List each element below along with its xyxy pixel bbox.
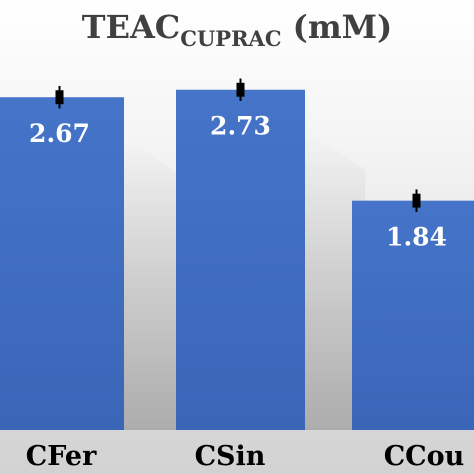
- category-labels: CFer CSin CCou: [26, 441, 465, 472]
- error-bars: [55, 78, 421, 212]
- error-bar-ccou: [412, 189, 421, 212]
- category-label-ccou: CCou: [384, 441, 465, 472]
- chart-title-subscript: CUPRAC: [180, 26, 282, 51]
- category-label-csin: CSin: [195, 441, 266, 472]
- category-label-cfer: CFer: [26, 441, 97, 472]
- data-label-cfer: 2.67: [29, 119, 90, 148]
- bar-shadow-cfer: [124, 137, 184, 430]
- error-bar-cfer: [55, 86, 64, 109]
- data-labels: 2.67 2.73 1.84: [29, 112, 447, 252]
- chart-title-main: TEAC: [81, 8, 181, 46]
- data-label-ccou: 1.84: [386, 223, 447, 252]
- bars: [0, 89, 474, 430]
- error-bar-csin: [236, 78, 245, 101]
- data-label-csin: 2.73: [210, 112, 271, 141]
- bar-shadow-csin: [305, 129, 365, 430]
- chart-title-unit: (mM): [281, 8, 393, 46]
- bar-ccou: [352, 200, 474, 430]
- bar-cfer: [0, 97, 124, 430]
- bar-shadows: [124, 129, 365, 430]
- chart-title: TEACCUPRAC (mM): [0, 8, 474, 51]
- bar-csin: [176, 89, 305, 430]
